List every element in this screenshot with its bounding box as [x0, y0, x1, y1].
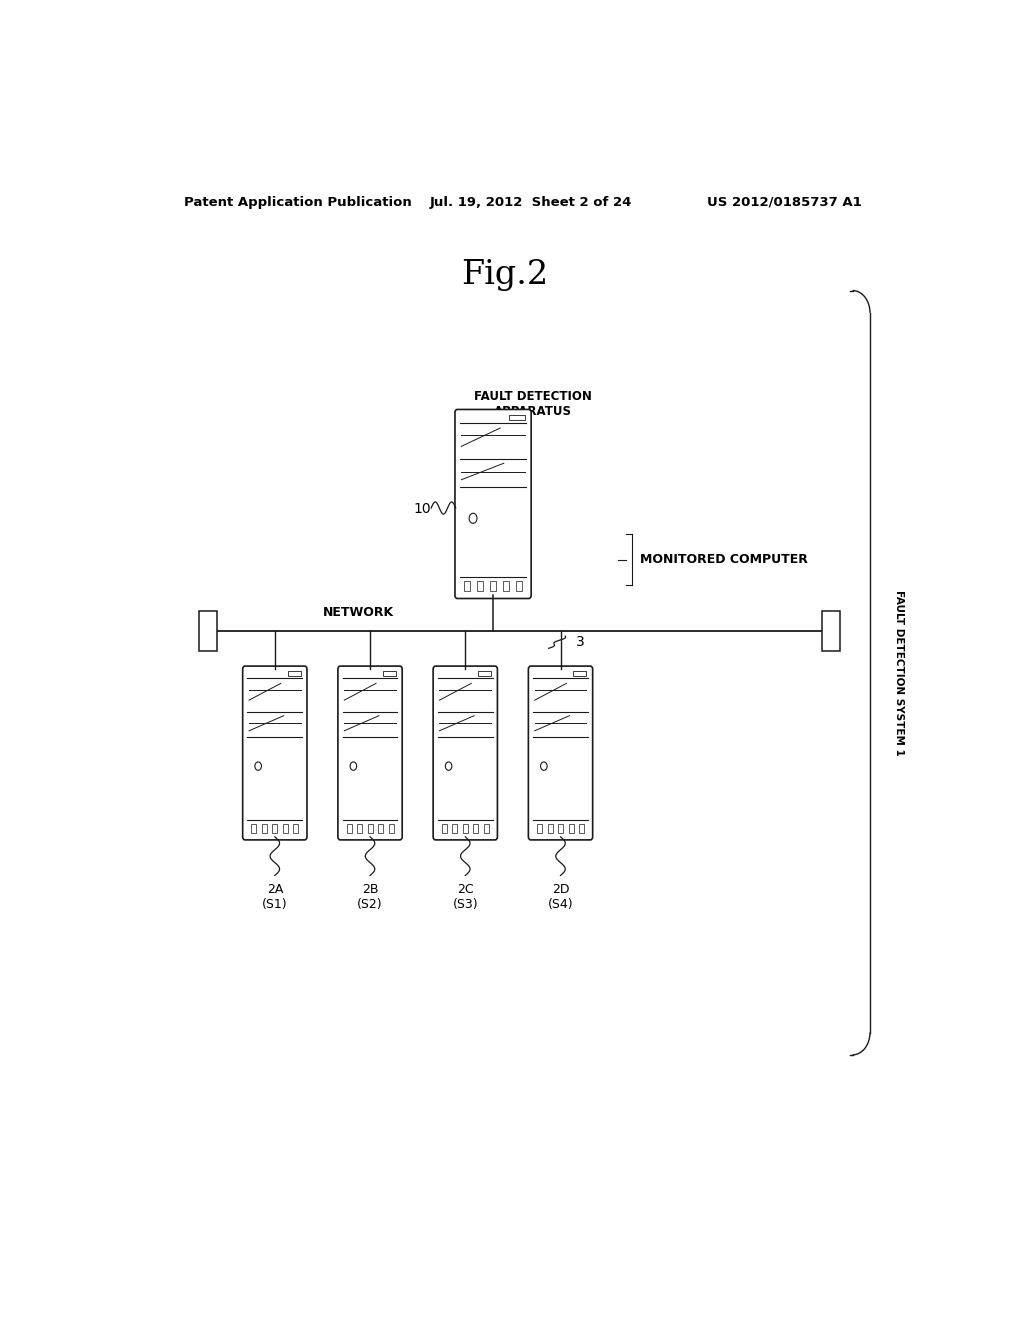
Text: 2A
(S1): 2A (S1)	[262, 883, 288, 911]
FancyBboxPatch shape	[455, 409, 531, 598]
Bar	[579, 824, 584, 833]
Circle shape	[350, 762, 356, 771]
Bar	[516, 581, 522, 591]
Circle shape	[255, 762, 261, 771]
Bar	[483, 824, 488, 833]
FancyBboxPatch shape	[338, 667, 402, 840]
FancyBboxPatch shape	[528, 667, 593, 840]
Bar	[822, 611, 840, 651]
Text: 10: 10	[414, 502, 431, 516]
Bar	[441, 824, 446, 833]
Bar	[537, 824, 542, 833]
Bar	[251, 824, 256, 833]
Bar	[357, 824, 362, 833]
Text: Patent Application Publication: Patent Application Publication	[183, 195, 412, 209]
Bar	[262, 824, 267, 833]
Bar	[573, 671, 587, 676]
Bar	[288, 671, 301, 676]
Bar	[478, 671, 492, 676]
Bar	[272, 824, 278, 833]
Bar	[477, 581, 483, 591]
Text: MONITORED COMPUTER: MONITORED COMPUTER	[640, 553, 808, 566]
Bar	[368, 824, 373, 833]
Bar	[503, 581, 509, 591]
Text: 2B
(S2): 2B (S2)	[357, 883, 383, 911]
Bar	[346, 824, 351, 833]
Bar	[473, 824, 478, 833]
Bar	[388, 824, 393, 833]
Bar	[383, 671, 396, 676]
Circle shape	[541, 762, 547, 771]
Circle shape	[445, 762, 452, 771]
Bar	[568, 824, 573, 833]
Bar	[293, 824, 298, 833]
FancyBboxPatch shape	[433, 667, 498, 840]
Bar	[378, 824, 383, 833]
Text: Jul. 19, 2012  Sheet 2 of 24: Jul. 19, 2012 Sheet 2 of 24	[430, 195, 632, 209]
Bar	[200, 611, 217, 651]
Circle shape	[469, 513, 477, 523]
FancyBboxPatch shape	[243, 667, 307, 840]
Text: US 2012/0185737 A1: US 2012/0185737 A1	[708, 195, 862, 209]
Bar	[558, 824, 563, 833]
Bar	[489, 581, 497, 591]
Text: 2D
(S4): 2D (S4)	[548, 883, 573, 911]
Text: 3: 3	[577, 635, 585, 649]
Bar	[453, 824, 458, 833]
Bar	[548, 824, 553, 833]
Text: NETWORK: NETWORK	[323, 606, 393, 619]
Bar	[509, 414, 524, 420]
Bar	[464, 581, 470, 591]
Text: FAULT DETECTION
APPARATUS: FAULT DETECTION APPARATUS	[474, 391, 592, 418]
Text: Fig.2: Fig.2	[461, 259, 549, 292]
Bar	[463, 824, 468, 833]
Bar	[283, 824, 288, 833]
Text: FAULT DETECTION SYSTEM 1: FAULT DETECTION SYSTEM 1	[894, 590, 904, 755]
Text: 2C
(S3): 2C (S3)	[453, 883, 478, 911]
